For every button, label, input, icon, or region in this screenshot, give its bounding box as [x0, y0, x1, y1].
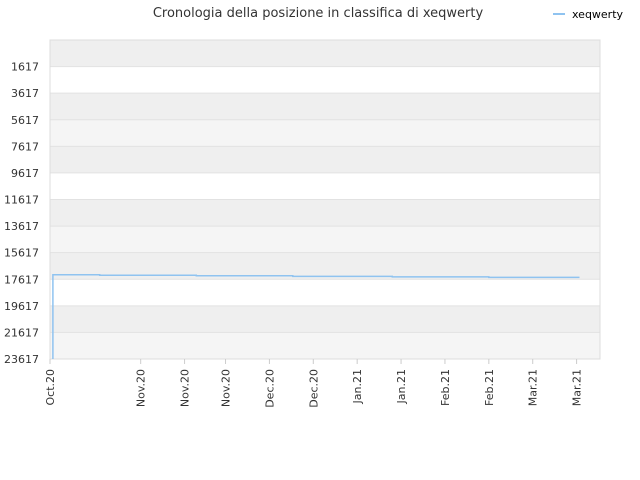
y-tick-label: 3617 — [11, 87, 39, 100]
x-tick-label: Dec.20 — [307, 369, 320, 408]
grid-bands — [50, 40, 600, 359]
grid-band — [50, 305, 600, 333]
x-tick-label: Nov.20 — [220, 369, 233, 407]
chart-title: Cronologia della posizione in classifica… — [153, 6, 484, 21]
y-tick-label: 17617 — [4, 273, 39, 286]
x-tick-label: Feb.21 — [483, 369, 496, 406]
y-tick-label: 7617 — [11, 140, 39, 153]
y-tick-label: 21617 — [4, 326, 39, 339]
grid-band — [50, 93, 600, 120]
x-tick-label: Feb.21 — [439, 369, 452, 406]
x-tick-label: Jan.21 — [395, 369, 408, 404]
x-tick-label: Mar.21 — [571, 369, 584, 406]
x-tick-label: Dec.20 — [263, 369, 276, 408]
x-tick-label: Oct.20 — [44, 369, 57, 406]
grid-band — [50, 279, 600, 306]
legend[interactable]: xeqwerty — [553, 8, 624, 21]
grid-band — [50, 172, 600, 200]
y-tick-label: 13617 — [4, 220, 39, 233]
grid-lines — [49, 39, 601, 360]
x-tick-label: Nov.20 — [179, 369, 192, 407]
y-tick-label: 19617 — [4, 300, 39, 313]
grid-band — [50, 226, 600, 253]
x-tick-label: Mar.21 — [527, 369, 540, 406]
plot-frame — [49, 39, 601, 360]
legend-label-xeqwerty: xeqwerty — [572, 8, 624, 21]
grid-band — [50, 66, 600, 94]
x-tick-label: Jan.21 — [351, 369, 364, 404]
y-axis: 1617 3617 5617 7617 9617 11617 13617 15617 17617… — [4, 61, 39, 366]
y-tick-label: 15617 — [4, 247, 39, 260]
x-axis: Oct.20 Nov.20 Nov.20 Nov.20 Dec.20 Dec.20 Jan.… — [44, 359, 584, 408]
y-tick-label: 5617 — [11, 114, 39, 127]
x-tick-label: Nov.20 — [135, 369, 148, 407]
y-tick-label: 1617 — [11, 61, 39, 74]
y-tick-label: 23617 — [4, 353, 39, 366]
grid-band — [50, 199, 600, 227]
y-tick-label: 9617 — [11, 167, 39, 180]
series-layer — [52, 274, 580, 359]
series-line-xeqwerty — [52, 274, 580, 359]
y-tick-label: 11617 — [4, 194, 39, 207]
grid-band — [50, 332, 600, 359]
grid-band — [50, 40, 600, 67]
grid-band — [50, 119, 600, 147]
grid-band — [50, 146, 600, 173]
